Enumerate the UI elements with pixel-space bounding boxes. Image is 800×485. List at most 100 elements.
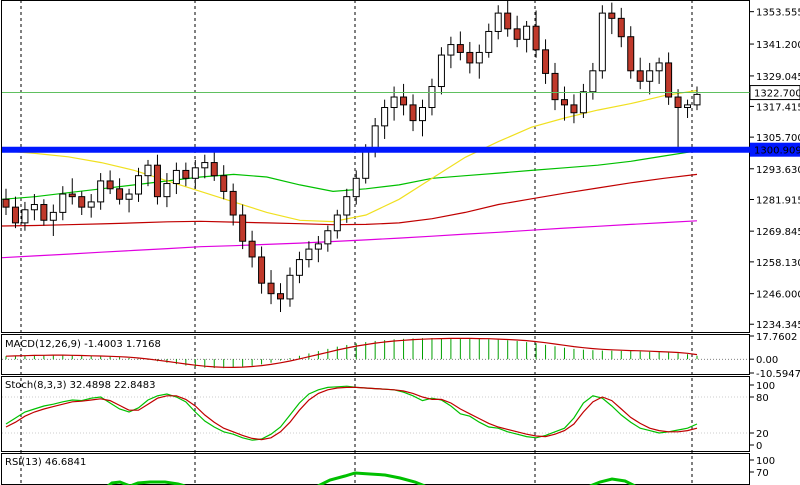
candle	[617, 7, 625, 48]
candle	[191, 159, 199, 189]
price-frame	[1, 0, 750, 333]
candle-body	[504, 12, 512, 30]
stoch-signal-line	[5, 386, 698, 441]
candle-body	[371, 125, 379, 150]
candle	[172, 162, 180, 195]
candle-body	[485, 30, 493, 53]
candle	[286, 267, 294, 307]
macd-tick-label: 0.00	[756, 355, 778, 366]
price-tick-label: 1293.630	[756, 165, 800, 176]
vertical-gridlines	[20, 0, 693, 485]
candle	[201, 154, 209, 179]
candle-body	[447, 44, 455, 56]
macd-panel: MACD(12,26,9) -1.4003 1.7168 17.7602 0.00 -…	[2, 332, 800, 380]
candle	[30, 194, 38, 221]
candle	[693, 86, 701, 111]
candle	[182, 162, 190, 187]
candle	[646, 62, 654, 95]
candle-body	[248, 240, 256, 258]
candle	[97, 173, 105, 210]
stoch-title: Stoch(8,3,3) 32.4898 22.8483	[5, 380, 156, 391]
candle	[475, 44, 483, 79]
candle	[447, 36, 455, 69]
price-tick-label: 1246.000	[756, 290, 800, 301]
candle-body	[172, 169, 180, 185]
macd-frame	[1, 334, 750, 375]
macd-title: MACD(12,26,9) -1.4003 1.7168	[5, 339, 161, 350]
candle	[78, 191, 86, 216]
candle-body	[87, 201, 95, 208]
candle-body	[116, 188, 124, 200]
price-tick-label: 1305.700	[756, 133, 800, 144]
candle-body	[532, 25, 540, 51]
candle-body	[343, 196, 351, 216]
candle	[665, 52, 673, 105]
candle	[295, 251, 303, 284]
candle-body	[409, 104, 417, 122]
candle-body	[201, 162, 209, 169]
candle-body	[352, 177, 360, 198]
candle-body	[674, 96, 682, 109]
macd-signal-line	[5, 337, 698, 369]
rsi-line	[107, 480, 186, 485]
candle	[40, 199, 48, 226]
candle-body	[210, 162, 218, 177]
candle	[333, 209, 341, 239]
candle	[428, 78, 436, 116]
candle	[636, 57, 644, 90]
candle	[381, 99, 389, 139]
candle-body	[400, 96, 408, 106]
candle-body	[475, 51, 483, 64]
price-tick-label: 1341.200	[756, 40, 800, 51]
candle-body	[390, 96, 398, 109]
candle-body	[163, 183, 171, 198]
candle-body	[589, 70, 597, 93]
candle	[116, 178, 124, 205]
candle	[49, 204, 57, 236]
current-price-label: 1322.700	[754, 89, 800, 100]
candle-body	[570, 104, 578, 114]
candle-body	[59, 193, 67, 213]
candle-body	[11, 206, 19, 224]
candle	[87, 194, 95, 218]
support-price-tag	[750, 142, 800, 157]
candle-body	[333, 214, 341, 232]
candle	[324, 225, 332, 252]
candle-body	[646, 70, 654, 82]
candle	[466, 41, 474, 74]
candle	[153, 154, 161, 205]
candle	[589, 62, 597, 100]
candle-body	[239, 214, 247, 242]
rsi-title: RSI(13) 46.6841	[5, 457, 86, 468]
price-axis: 1353.555 1341.200 1329.045 1317.415 1305.700…	[749, 8, 800, 331]
support-price-label: 1300.909	[754, 146, 800, 157]
candle-body	[523, 25, 531, 40]
candle	[68, 178, 76, 205]
candle-body	[494, 12, 502, 32]
candle	[2, 188, 10, 216]
candle	[144, 159, 152, 187]
candle-body	[684, 104, 692, 109]
candle-body	[21, 209, 29, 224]
candle-body	[305, 248, 313, 261]
macd-tick-label: 17.7602	[756, 332, 797, 343]
candle	[437, 47, 445, 95]
candle	[551, 62, 559, 111]
candle-body	[542, 49, 550, 74]
candle-body	[40, 204, 48, 221]
candle	[418, 99, 426, 137]
candle-body	[456, 44, 464, 53]
macd-tick-label: -10.5947	[756, 369, 800, 380]
price-tick-label: 1317.415	[756, 102, 800, 113]
price-tick-label: 1353.555	[756, 8, 800, 19]
ma-magenta-line	[1, 220, 698, 259]
candle	[494, 5, 502, 40]
candle-body	[106, 180, 114, 190]
candle-body	[229, 190, 237, 216]
rsi-line	[589, 477, 636, 485]
candle	[106, 170, 114, 195]
candle	[220, 165, 228, 200]
price-overlays	[2, 92, 750, 153]
